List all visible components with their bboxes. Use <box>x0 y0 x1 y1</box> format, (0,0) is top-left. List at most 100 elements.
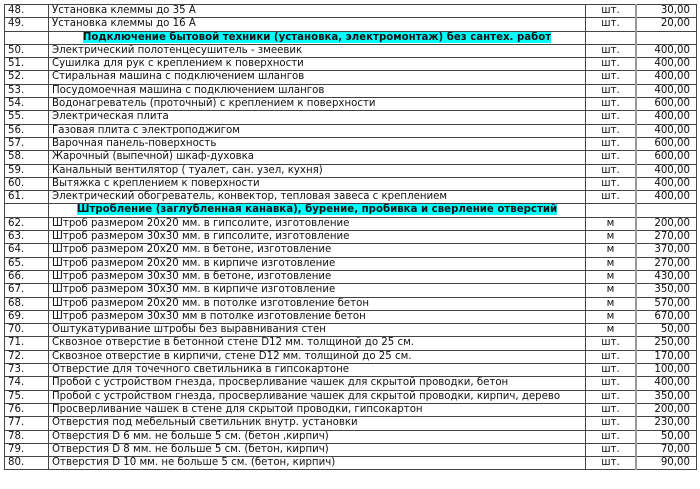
row-description: Просверливание чашек в стене для скрытой… <box>48 402 586 418</box>
section-title-cell: Подключение бытовой техники (установка, … <box>48 30 586 45</box>
row-number: 74. <box>4 376 49 391</box>
section-title: Подключение бытовой техники (установка, … <box>82 31 552 43</box>
row-number: 57. <box>4 136 49 152</box>
row-unit: шт. <box>585 123 637 138</box>
row-price: 270,00 <box>635 256 697 271</box>
row-number: 63. <box>4 230 49 245</box>
row-unit: шт. <box>585 57 637 72</box>
row-price: 170,00 <box>635 349 697 365</box>
row-unit <box>585 30 637 45</box>
row-description: Стиральная машина с подключением шлангов <box>48 70 586 85</box>
table-row: 70. Оштукатуривание штробы без выравниван… <box>4 323 697 338</box>
table-row: 63. Штроб размером 30x30 мм. в гипсолите,… <box>4 230 697 245</box>
row-description: Вытяжка с креплением к поверхности <box>48 176 586 192</box>
row-description: Штроб размером 30x30 мм в потолке изгото… <box>48 309 586 325</box>
row-description: Отверстия D 8 мм. не больше 5 см. (бетон… <box>48 442 586 458</box>
table-row: 71. Сквозное отверстие в бетонной стене D… <box>4 336 697 351</box>
row-price: 350,00 <box>635 389 697 404</box>
row-number: 78. <box>4 429 49 444</box>
row-unit: шт. <box>585 442 637 458</box>
row-price: 20,00 <box>635 17 697 32</box>
row-unit: шт. <box>585 163 637 178</box>
row-description: Штроб размером 30x30 мм. в кирпиче изгот… <box>48 283 586 298</box>
row-description: Штроб размером 30x30 мм. в бетоне, изгот… <box>48 269 586 285</box>
row-description: Канальный вентилятор ( туалет, сан. узел… <box>48 163 586 178</box>
row-unit: шт. <box>585 349 637 365</box>
row-unit: шт. <box>585 389 637 404</box>
row-number: 49. <box>4 17 49 32</box>
row-unit: шт. <box>585 136 637 152</box>
row-number: 62. <box>4 216 49 232</box>
row-description: Отверстия D 6 мм. не больше 5 см. (бетон… <box>48 429 586 444</box>
row-number: 65. <box>4 256 49 271</box>
row-unit: м <box>585 256 637 271</box>
row-number: 50. <box>4 43 49 59</box>
row-number: 52. <box>4 70 49 85</box>
row-description: Установка клеммы до 16 А <box>48 17 586 32</box>
table-row: 74. Пробой с устройством гнезда, просверл… <box>4 376 697 391</box>
row-unit: м <box>585 269 637 285</box>
row-price: 670,00 <box>635 309 697 325</box>
row-number: 77. <box>4 416 49 431</box>
table-row: 57. Варочная панель-поверхность шт. 600,00 <box>4 136 697 152</box>
row-description: Установка клеммы до 35 А <box>48 3 586 19</box>
row-unit: м <box>585 309 637 325</box>
row-number: 56. <box>4 123 49 138</box>
row-number: 73. <box>4 363 49 378</box>
row-price: 400,00 <box>635 163 697 178</box>
row-unit: м <box>585 230 637 245</box>
row-price: 400,00 <box>635 123 697 138</box>
row-description: Сквозное отверстие в кирпичи, стене D12 … <box>48 349 586 365</box>
row-description: Штроб размером 20x20 мм. в бетоне, изгот… <box>48 243 586 258</box>
row-description: Пробой с устройством гнезда, просверлива… <box>48 376 586 391</box>
row-number: 79. <box>4 442 49 458</box>
table-row: 65. Штроб размером 20x20 мм. в кирпиче из… <box>4 256 697 271</box>
table-row: 60. Вытяжка с креплением к поверхности шт.… <box>4 176 697 192</box>
row-price: 600,00 <box>635 136 697 152</box>
row-price: 400,00 <box>635 83 697 99</box>
row-unit: шт. <box>585 363 637 378</box>
table-row: 67. Штроб размером 30x30 мм. в кирпиче из… <box>4 283 697 298</box>
row-unit: шт. <box>585 402 637 418</box>
table-row: 72. Сквозное отверстие в кирпичи, стене D… <box>4 349 697 365</box>
row-description: Штроб размером 20x20 мм. в потолке изгот… <box>48 296 586 311</box>
row-price: 400,00 <box>635 176 697 192</box>
table-row: 73. Отверстие для точечного светильника в… <box>4 363 697 378</box>
table-row: 59. Канальный вентилятор ( туалет, сан. у… <box>4 163 697 178</box>
row-description: Сквозное отверстие в бетонной стене D12 … <box>48 336 586 351</box>
row-unit: шт. <box>585 43 637 59</box>
row-unit: шт. <box>585 97 637 112</box>
row-number <box>4 203 49 218</box>
row-number: 76. <box>4 402 49 418</box>
row-unit: шт. <box>585 190 637 205</box>
row-price: 400,00 <box>635 70 697 85</box>
row-description: Пробой с устройством гнезда, просверлива… <box>48 389 586 404</box>
row-price: 70,00 <box>635 442 697 458</box>
row-price: 600,00 <box>635 150 697 165</box>
row-unit <box>585 203 637 218</box>
row-description: Штроб размером 20x20 мм. в гипсолите, из… <box>48 216 586 232</box>
table-row: 58. Жарочный (выпечной) шкаф-духовка шт. 60… <box>4 150 697 165</box>
row-price: 50,00 <box>635 323 697 338</box>
row-price: 230,00 <box>635 416 697 431</box>
row-description: Водонагреватель (проточный) с креплением… <box>48 97 586 112</box>
table-row: 80. Отверстия D 10 мм. не больше 5 см. (б… <box>4 456 697 471</box>
row-price: 400,00 <box>635 376 697 391</box>
row-price: 200,00 <box>635 402 697 418</box>
row-number: 70. <box>4 323 49 338</box>
row-price: 270,00 <box>635 230 697 245</box>
row-number: 60. <box>4 176 49 192</box>
table-row: 50. Электрический полотенцесушитель - зме… <box>4 43 697 59</box>
row-price: 30,00 <box>635 3 697 19</box>
row-price: 400,00 <box>635 190 697 205</box>
section-title: Штробление (заглубленная канавка), бурен… <box>76 204 558 216</box>
row-unit: шт. <box>585 429 637 444</box>
row-description: Газовая плита с электроподжигом <box>48 123 586 138</box>
row-price: 100,00 <box>635 363 697 378</box>
row-unit: шт. <box>585 110 637 125</box>
row-unit: шт. <box>585 70 637 85</box>
table-row: 66. Штроб размером 30x30 мм. в бетоне, из… <box>4 269 697 285</box>
row-number <box>4 30 49 45</box>
table-row: 68. Штроб размером 20x20 мм. в потолке из… <box>4 296 697 311</box>
